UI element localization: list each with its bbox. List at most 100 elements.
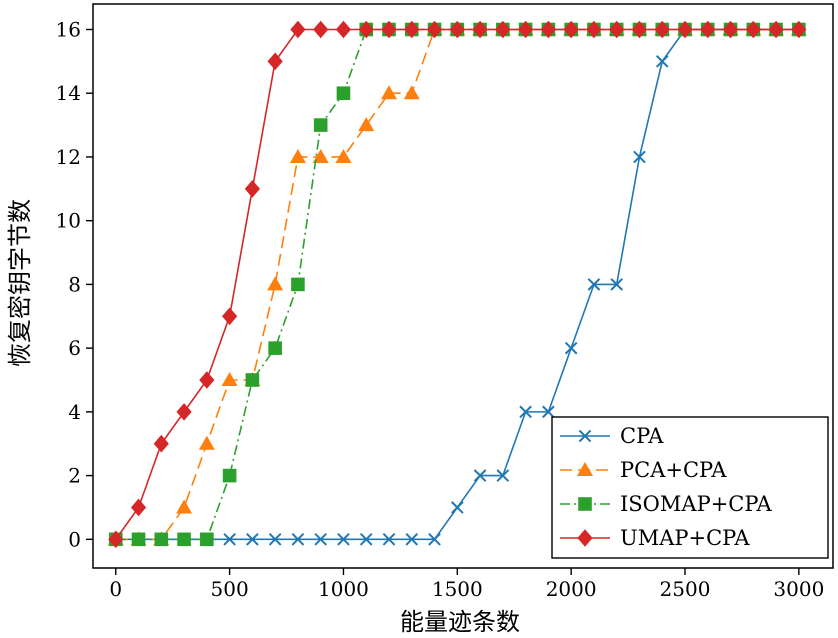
data-point <box>381 20 397 39</box>
x-axis-label: 能量迹条数 <box>400 608 520 636</box>
x-tick-label: 2000 <box>546 577 597 601</box>
data-point <box>176 499 193 514</box>
data-point <box>610 278 623 291</box>
data-point <box>291 533 305 546</box>
data-point <box>177 532 191 547</box>
legend-item: CPA <box>560 424 664 448</box>
legend-box <box>551 416 829 559</box>
y-tick-label: 16 <box>56 17 81 41</box>
data-point <box>381 85 397 100</box>
data-point <box>268 533 282 546</box>
data-point <box>268 341 282 355</box>
data-point <box>358 117 375 132</box>
data-point <box>677 20 693 39</box>
data-point-stroke <box>428 533 441 546</box>
x-tick-label: 500 <box>211 577 249 601</box>
data-point-stroke <box>382 533 396 546</box>
data-point <box>578 497 592 511</box>
data-point <box>564 341 578 355</box>
data-point <box>335 148 352 163</box>
data-point <box>495 20 511 39</box>
data-point-stroke <box>564 341 578 355</box>
data-point-stroke <box>291 533 305 546</box>
y-tick-label: 4 <box>68 400 81 424</box>
data-point <box>519 405 532 419</box>
data-point <box>700 20 716 39</box>
data-point <box>244 180 260 198</box>
data-point <box>223 533 236 546</box>
data-point <box>609 20 625 39</box>
data-point <box>199 371 215 389</box>
data-point <box>449 20 465 39</box>
data-point <box>267 52 283 71</box>
data-point-stroke <box>496 469 510 482</box>
data-point <box>153 434 169 453</box>
y-tick-label: 14 <box>56 81 81 105</box>
series-layer <box>107 20 807 549</box>
data-point <box>542 405 555 419</box>
data-point <box>358 20 374 39</box>
data-point <box>336 86 351 101</box>
data-point <box>359 533 373 546</box>
plot-frame <box>92 3 834 569</box>
data-point-stroke <box>633 150 646 164</box>
data-point <box>577 462 593 476</box>
legend-item: UMAP+CPA <box>560 526 750 550</box>
data-point <box>289 148 306 163</box>
data-point <box>222 468 237 483</box>
x-tick-label: 1500 <box>432 577 483 601</box>
data-point <box>426 20 443 39</box>
y-tick-label: 2 <box>68 464 81 488</box>
x-tick-label: 3000 <box>773 577 824 601</box>
y-tick-label: 8 <box>68 272 81 296</box>
data-point <box>314 533 327 546</box>
data-point <box>131 532 146 547</box>
data-point-stroke <box>314 533 327 546</box>
ticks-layer: 0 500 1000 1500 2000 2500 3000 0 2 4 6 8 10 12 14 16 <box>56 17 825 601</box>
legend-label: PCA+CPA <box>620 458 727 482</box>
data-point <box>108 530 124 549</box>
data-point-stroke <box>655 55 669 68</box>
data-point <box>405 533 419 546</box>
data-point-stroke <box>451 501 464 514</box>
x-tick-label: 0 <box>109 577 122 601</box>
data-point <box>404 20 420 39</box>
data-point <box>290 20 306 39</box>
data-point <box>578 429 592 443</box>
data-point <box>631 20 648 39</box>
data-point <box>587 278 601 291</box>
data-point <box>540 20 556 39</box>
data-point-stroke <box>337 533 350 546</box>
legend-item: ISOMAP+CPA <box>560 492 773 516</box>
data-point <box>745 20 761 39</box>
data-point <box>403 85 420 100</box>
data-point <box>313 118 328 132</box>
legend-label: ISOMAP+CPA <box>620 492 773 516</box>
data-point <box>518 20 534 39</box>
data-point <box>291 277 305 292</box>
data-point <box>382 533 396 546</box>
y-tick-label: 0 <box>68 527 81 551</box>
data-point-stroke <box>223 533 236 546</box>
data-point <box>222 307 238 326</box>
data-point <box>451 501 464 514</box>
data-point <box>335 20 352 39</box>
data-point <box>154 532 169 547</box>
data-point <box>337 533 350 546</box>
data-point <box>130 498 147 517</box>
y-tick-label: 12 <box>56 145 81 169</box>
y-tick-label: 6 <box>68 336 81 360</box>
x-tick-label: 1000 <box>318 577 369 601</box>
data-point-stroke <box>542 405 555 419</box>
data-point-stroke <box>473 469 487 482</box>
data-point-stroke <box>246 533 259 546</box>
data-point <box>200 532 214 547</box>
x-tick-label: 2500 <box>660 577 711 601</box>
data-point-stroke <box>578 429 592 443</box>
data-point-stroke <box>405 533 419 546</box>
y-tick-label: 10 <box>56 209 81 233</box>
data-point-stroke <box>610 278 623 291</box>
data-point <box>722 20 739 39</box>
data-point <box>198 435 215 450</box>
